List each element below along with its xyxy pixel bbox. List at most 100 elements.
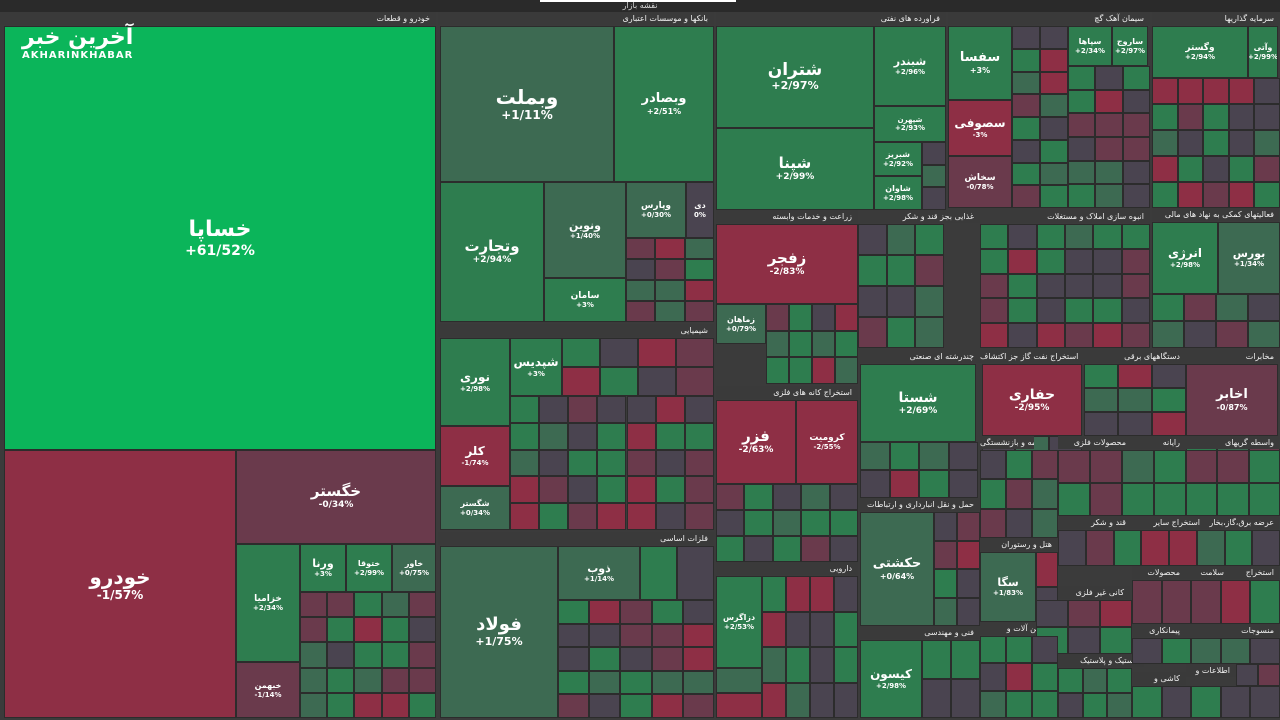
minor-stock-tile[interactable] [354, 617, 382, 643]
minor-stock-tile[interactable] [568, 422, 598, 450]
minor-stock-tile[interactable] [1040, 48, 1068, 72]
minor-stock-tile[interactable] [1006, 636, 1032, 664]
minor-stock-tile[interactable] [1186, 450, 1218, 483]
minor-stock-tile[interactable] [934, 569, 957, 598]
minor-stock-tile[interactable] [1121, 248, 1150, 274]
minor-stock-tile[interactable] [1132, 580, 1162, 624]
minor-stock-tile[interactable] [381, 667, 409, 693]
minor-stock-tile[interactable] [676, 338, 714, 367]
minor-stock-tile[interactable] [934, 512, 957, 541]
minor-stock-tile[interactable] [829, 484, 858, 510]
minor-stock-tile[interactable] [835, 357, 858, 384]
minor-stock-tile[interactable] [835, 330, 858, 358]
minor-stock-tile[interactable] [834, 682, 858, 718]
minor-stock-tile[interactable] [948, 442, 978, 470]
minor-stock-tile[interactable] [589, 694, 621, 718]
stock-tile[interactable]: خساپا +61/52% [4, 26, 436, 450]
minor-stock-tile[interactable] [834, 576, 858, 612]
minor-stock-tile[interactable] [381, 617, 409, 643]
minor-stock-tile[interactable] [1248, 450, 1280, 483]
minor-stock-tile[interactable] [684, 503, 714, 530]
minor-stock-tile[interactable] [1058, 693, 1083, 718]
minor-stock-tile[interactable] [980, 479, 1006, 509]
minor-stock-tile[interactable] [1032, 508, 1058, 538]
minor-stock-tile[interactable] [1084, 388, 1118, 412]
minor-stock-tile[interactable] [1122, 66, 1150, 90]
minor-stock-tile[interactable] [626, 301, 656, 322]
minor-stock-tile[interactable] [1040, 162, 1068, 186]
minor-stock-tile[interactable] [558, 694, 590, 718]
minor-stock-tile[interactable] [1121, 273, 1150, 299]
minor-stock-tile[interactable] [1090, 450, 1122, 483]
minor-stock-tile[interactable] [1095, 160, 1123, 185]
minor-stock-tile[interactable] [1008, 298, 1037, 324]
minor-stock-tile[interactable] [1220, 580, 1251, 624]
minor-stock-tile[interactable] [1040, 26, 1068, 49]
minor-stock-tile[interactable] [886, 286, 916, 317]
minor-stock-tile[interactable] [1228, 104, 1255, 130]
minor-stock-tile[interactable] [772, 536, 802, 562]
minor-stock-tile[interactable] [1084, 364, 1118, 388]
minor-stock-tile[interactable] [651, 600, 683, 624]
minor-stock-tile[interactable] [300, 692, 328, 718]
minor-stock-tile[interactable] [1191, 686, 1221, 718]
minor-stock-tile[interactable] [562, 367, 600, 396]
stock-tile[interactable]: دی 0% [686, 182, 714, 238]
minor-stock-tile[interactable] [915, 317, 944, 348]
minor-stock-tile[interactable] [539, 449, 569, 477]
minor-stock-tile[interactable] [1040, 139, 1068, 163]
minor-stock-tile[interactable] [510, 476, 540, 504]
minor-stock-tile[interactable] [716, 510, 745, 536]
minor-stock-tile[interactable] [1161, 686, 1192, 718]
minor-stock-tile[interactable] [1082, 693, 1108, 718]
minor-stock-tile[interactable] [589, 600, 621, 624]
stock-tile[interactable]: خبهمن -1/14% [236, 662, 300, 718]
stock-tile[interactable]: ورنا +3% [300, 544, 346, 592]
minor-stock-tile[interactable] [957, 569, 980, 598]
minor-stock-tile[interactable] [1203, 104, 1229, 130]
minor-stock-tile[interactable] [1093, 224, 1122, 249]
minor-stock-tile[interactable] [1058, 483, 1090, 516]
minor-stock-tile[interactable] [539, 476, 569, 504]
minor-stock-tile[interactable] [1065, 298, 1094, 324]
minor-stock-tile[interactable] [626, 280, 656, 301]
stock-tile[interactable]: وپارس +0/30% [626, 182, 686, 238]
minor-stock-tile[interactable] [1203, 78, 1229, 104]
minor-stock-tile[interactable] [772, 484, 802, 510]
minor-stock-tile[interactable] [510, 396, 540, 423]
minor-stock-tile[interactable] [597, 503, 627, 530]
minor-stock-tile[interactable] [327, 667, 355, 693]
minor-stock-tile[interactable] [980, 323, 1009, 348]
minor-stock-tile[interactable] [889, 442, 919, 470]
minor-stock-tile[interactable] [640, 546, 677, 600]
minor-stock-tile[interactable] [1254, 78, 1280, 104]
minor-stock-tile[interactable] [354, 667, 382, 693]
stock-tile[interactable]: سپاها +2/34% [1068, 26, 1112, 66]
minor-stock-tile[interactable] [655, 503, 685, 530]
minor-stock-tile[interactable] [886, 255, 916, 286]
minor-stock-tile[interactable] [1203, 130, 1229, 156]
minor-stock-tile[interactable] [762, 647, 786, 683]
minor-stock-tile[interactable] [860, 470, 890, 498]
minor-stock-tile[interactable] [1095, 89, 1123, 114]
minor-stock-tile[interactable] [1152, 182, 1178, 208]
minor-stock-tile[interactable] [589, 670, 621, 695]
minor-stock-tile[interactable] [980, 298, 1009, 324]
minor-stock-tile[interactable] [1248, 294, 1280, 321]
minor-stock-tile[interactable] [597, 422, 627, 450]
stock-tile[interactable]: خاور +0/75% [392, 544, 436, 592]
minor-stock-tile[interactable] [801, 536, 830, 562]
minor-stock-tile[interactable] [1008, 224, 1037, 249]
minor-stock-tile[interactable] [626, 449, 656, 477]
minor-stock-tile[interactable] [684, 396, 714, 423]
minor-stock-tile[interactable] [655, 238, 685, 259]
minor-stock-tile[interactable] [980, 690, 1006, 718]
minor-stock-tile[interactable] [766, 304, 789, 331]
stock-tile[interactable]: شبریز +2/92% [874, 142, 922, 176]
stock-tile[interactable]: سفسا +3% [948, 26, 1012, 100]
minor-stock-tile[interactable] [834, 611, 858, 647]
minor-stock-tile[interactable] [980, 663, 1006, 691]
minor-stock-tile[interactable] [922, 640, 951, 679]
minor-stock-tile[interactable] [655, 476, 685, 504]
minor-stock-tile[interactable] [597, 396, 627, 423]
